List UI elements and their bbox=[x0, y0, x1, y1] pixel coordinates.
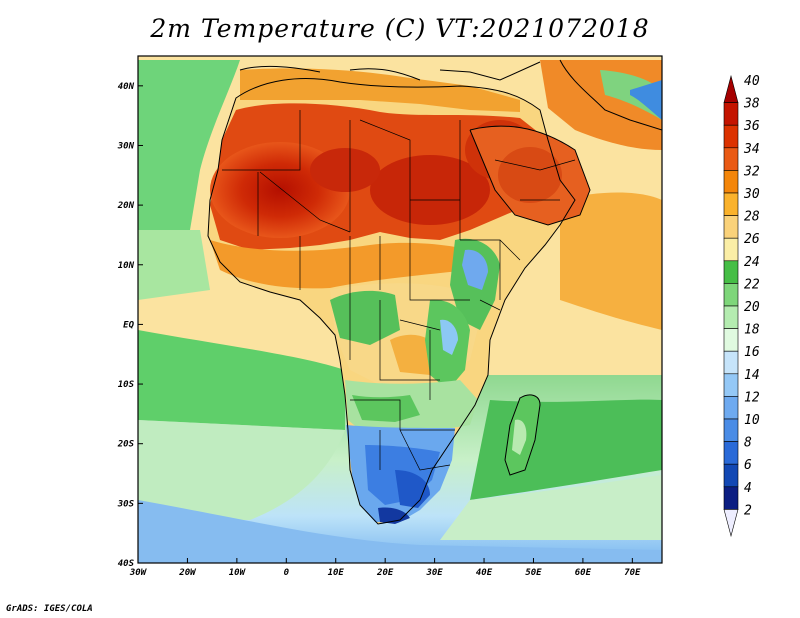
colorbar-label: 40 bbox=[744, 74, 760, 89]
colorbar-label: 22 bbox=[744, 277, 760, 292]
colorbar-label: 18 bbox=[744, 323, 760, 338]
x-tick-label: 10E bbox=[328, 568, 345, 578]
colorbar-swatch bbox=[723, 396, 739, 420]
colorbar-swatch bbox=[723, 74, 739, 103]
x-tick-label: 20W bbox=[178, 568, 197, 578]
x-tick-label: 60E bbox=[575, 568, 592, 578]
colorbar-label: 4 bbox=[744, 481, 752, 496]
colorbar-swatch bbox=[723, 509, 739, 538]
colorbar-swatch bbox=[723, 373, 739, 397]
x-tick-label: 0 bbox=[284, 568, 290, 578]
colorbar-swatch bbox=[723, 192, 739, 216]
y-axis: 40N 30N 20N 10N EQ 10S 20S 30S 40S bbox=[117, 82, 143, 569]
colorbar-label: 2 bbox=[744, 503, 752, 518]
colorbar-swatch bbox=[723, 441, 739, 465]
colorbar-label: 26 bbox=[744, 232, 760, 247]
coastlines bbox=[207, 59, 662, 525]
y-tick-label: 10S bbox=[118, 380, 135, 390]
colorbar-swatch bbox=[723, 350, 739, 375]
colorbar: 40 38 36 34 32 30 28 26 24 22 20 18 16 14 12 10 8 6 4 2 bbox=[723, 74, 760, 538]
x-axis: 30W 20W 10W 0 10E 20E 30E 40E 50E 60E 70E bbox=[129, 558, 641, 578]
credit-text: GrADS: IGES/COLA bbox=[6, 604, 93, 614]
colorbar-label: 24 bbox=[744, 255, 760, 270]
plot-frame bbox=[137, 55, 663, 564]
colorbar-swatch bbox=[723, 215, 739, 239]
colorbar-label: 28 bbox=[744, 210, 760, 225]
colorbar-swatch bbox=[723, 147, 739, 171]
colorbar-label: 10 bbox=[744, 413, 760, 428]
colorbar-label: 30 bbox=[743, 187, 760, 202]
colorbar-swatch bbox=[723, 124, 739, 149]
temperature-field bbox=[138, 56, 662, 563]
y-tick-label: 30S bbox=[117, 499, 135, 509]
y-tick-label: 20S bbox=[117, 440, 135, 450]
colorbar-swatch bbox=[723, 260, 739, 284]
y-tick-label: 30N bbox=[117, 141, 135, 151]
x-tick-label: 10W bbox=[229, 568, 247, 578]
colorbar-label: 38 bbox=[743, 97, 760, 112]
colorbar-label: 6 bbox=[744, 458, 752, 473]
colorbar-swatch bbox=[723, 463, 739, 488]
colorbar-swatch bbox=[723, 102, 739, 126]
colorbar-swatch bbox=[723, 418, 739, 442]
colorbar-label: 36 bbox=[743, 119, 760, 134]
y-tick-label: EQ bbox=[123, 320, 134, 330]
y-tick-label: 10N bbox=[118, 261, 135, 271]
colorbar-label: 16 bbox=[744, 345, 760, 360]
colorbar-swatch bbox=[723, 237, 739, 262]
y-tick-label: 40N bbox=[118, 82, 135, 92]
map-title: 2m Temperature (C) VT:2021072018 bbox=[150, 14, 650, 43]
colorbar-label: 14 bbox=[744, 368, 760, 383]
colorbar-swatch bbox=[723, 283, 739, 307]
y-tick-label: 40S bbox=[118, 559, 135, 569]
colorbar-swatch bbox=[723, 170, 739, 194]
x-tick-label: 20E bbox=[376, 568, 394, 578]
colorbar-swatch bbox=[723, 305, 739, 329]
x-tick-label: 50E bbox=[525, 568, 542, 578]
x-tick-label: 40E bbox=[476, 568, 493, 578]
colorbar-label: 20 bbox=[744, 300, 760, 315]
colorbar-label: 12 bbox=[744, 390, 760, 405]
x-tick-label: 30W bbox=[129, 568, 148, 578]
colorbar-swatch bbox=[723, 486, 739, 510]
x-tick-label: 70E bbox=[624, 568, 641, 578]
country-borders bbox=[222, 110, 576, 471]
colorbar-label: 8 bbox=[744, 436, 752, 451]
colorbar-swatch bbox=[723, 328, 739, 352]
colorbar-label: 34 bbox=[743, 142, 760, 157]
colorbar-label: 32 bbox=[743, 164, 760, 179]
x-tick-label: 30E bbox=[425, 568, 443, 578]
y-tick-label: 20N bbox=[117, 201, 135, 211]
